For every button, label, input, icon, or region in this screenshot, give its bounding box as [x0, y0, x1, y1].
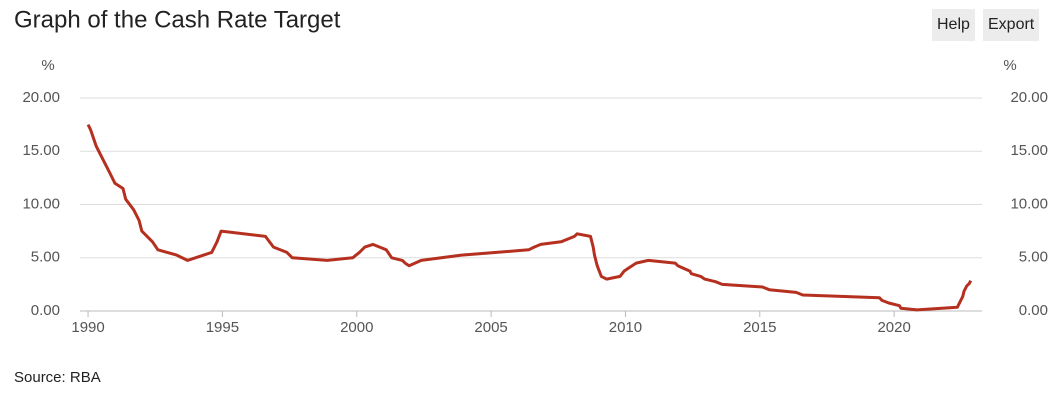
y-tick-label: 5.00 [31, 249, 60, 266]
x-tick-label: 2020 [877, 319, 910, 336]
y-axis-label: % [41, 57, 54, 74]
x-tick-label: 1995 [206, 319, 239, 336]
y2-tick-label: 20.00 [1010, 89, 1048, 106]
y2-tick-label: 0.00 [1019, 302, 1048, 319]
series-line [86, 123, 973, 312]
x-tick-label: 1990 [71, 319, 104, 336]
y-tick-label: 0.00 [31, 302, 60, 319]
source: Source: RBA [14, 369, 101, 386]
x-tick-label: 2010 [609, 319, 642, 336]
y-tick-label: 20.00 [22, 89, 60, 106]
x-tick-label: 2000 [340, 319, 373, 336]
y2-tick-label: 15.00 [1010, 142, 1048, 159]
chart-title: Graph of the Cash Rate Target [14, 6, 341, 33]
y2-tick-label: 5.00 [1019, 249, 1048, 266]
help-button[interactable]: Help [932, 9, 975, 41]
y-tick-label: 10.00 [22, 195, 60, 212]
y2-axis-label: % [1003, 57, 1016, 74]
y2-tick-label: 10.00 [1010, 195, 1048, 212]
export-button[interactable]: Export [983, 9, 1040, 41]
x-tick-label: 2015 [743, 319, 776, 336]
y-tick-label: 15.00 [22, 142, 60, 159]
x-tick-label: 2005 [474, 319, 507, 336]
